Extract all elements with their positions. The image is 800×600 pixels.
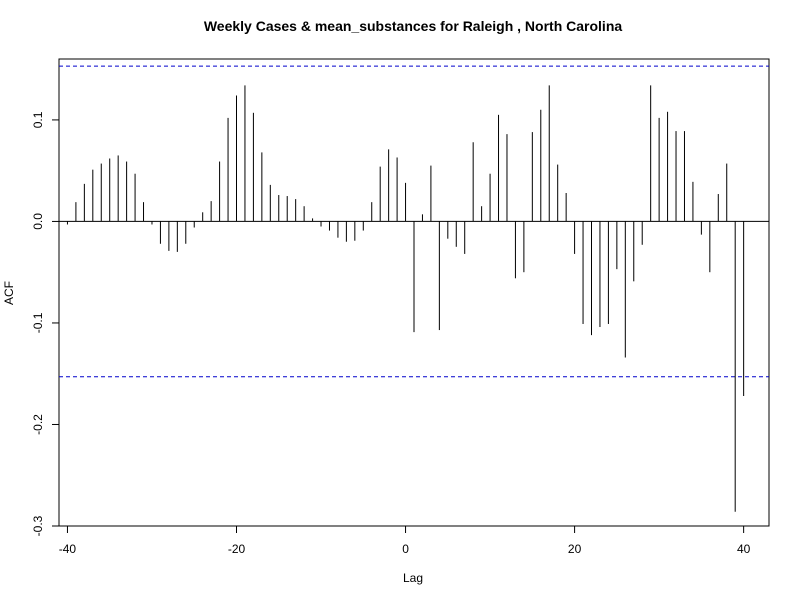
plot-frame xyxy=(58,58,770,527)
y-tick-label: -0.1 xyxy=(31,312,45,333)
y-tick-label: -0.2 xyxy=(31,414,45,435)
x-tick-label: -40 xyxy=(59,542,77,556)
x-tick-label: 20 xyxy=(568,542,582,556)
y-tick-label: -0.3 xyxy=(31,515,45,536)
x-axis: -40 -20 0 20 40 xyxy=(59,526,751,556)
x-tick-label: -20 xyxy=(228,542,246,556)
acf-bars xyxy=(66,85,745,512)
y-tick-label: 0.1 xyxy=(31,111,45,128)
x-axis-label: Lag xyxy=(403,571,423,585)
confidence-bands xyxy=(59,65,769,378)
chart-title: Weekly Cases & mean_substances for Ralei… xyxy=(204,18,623,34)
x-tick-label: 40 xyxy=(737,542,751,556)
y-axis-label: ACF xyxy=(2,281,16,305)
x-tick-label: 0 xyxy=(402,542,409,556)
y-tick-label: 0.0 xyxy=(31,213,45,230)
y-axis: -0.3 -0.2 -0.1 0.0 0.1 xyxy=(31,111,59,536)
